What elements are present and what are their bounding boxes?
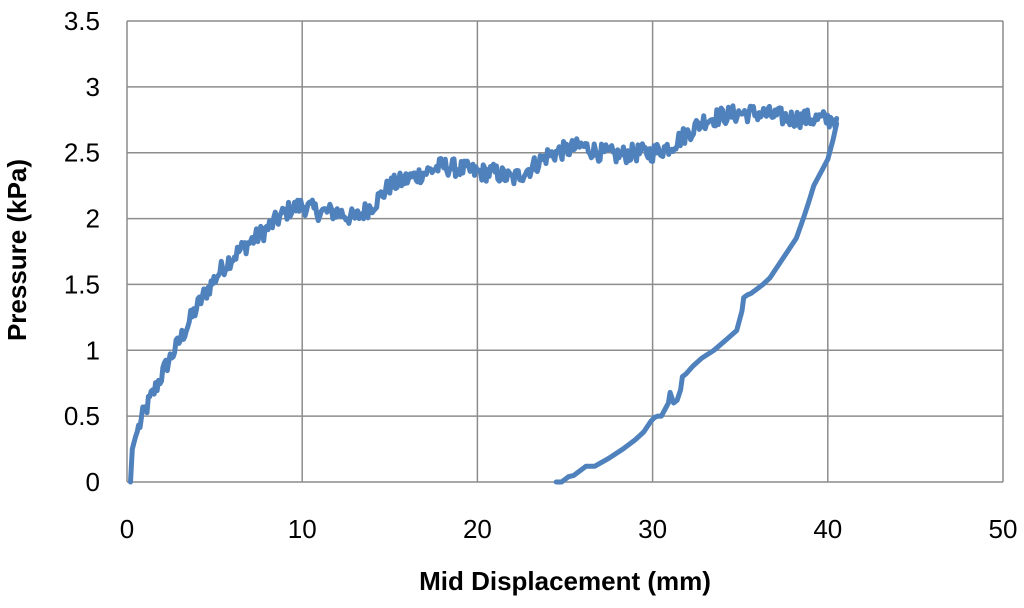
y-tick-labels: 0 0.5 1 1.5 2 2.5 3 3.5 — [64, 6, 100, 497]
y-tick-label: 3.5 — [64, 6, 100, 36]
y-tick-label: 0 — [86, 467, 100, 497]
x-tick-labels: 0 10 20 30 40 50 — [120, 514, 1018, 544]
series-line-loading — [128, 103, 840, 485]
x-tick-label: 0 — [120, 514, 134, 544]
x-tick-label: 30 — [638, 514, 667, 544]
x-tick-label: 50 — [989, 514, 1018, 544]
series-layer — [128, 103, 840, 485]
x-tick-label: 10 — [288, 514, 317, 544]
gridlines — [126, 20, 1004, 483]
x-tick-label: 20 — [463, 514, 492, 544]
y-tick-label: 0.5 — [64, 401, 100, 431]
x-axis-title: Mid Displacement (mm) — [419, 566, 711, 596]
y-tick-label: 1.5 — [64, 269, 100, 299]
series-line-unloading — [553, 121, 840, 485]
x-tick-label: 40 — [813, 514, 842, 544]
y-axis-title: Pressure (kPa) — [2, 159, 32, 341]
y-tick-label: 1 — [86, 335, 100, 365]
y-tick-label: 3 — [86, 72, 100, 102]
y-tick-label: 2 — [86, 204, 100, 234]
y-tick-label: 2.5 — [64, 138, 100, 168]
